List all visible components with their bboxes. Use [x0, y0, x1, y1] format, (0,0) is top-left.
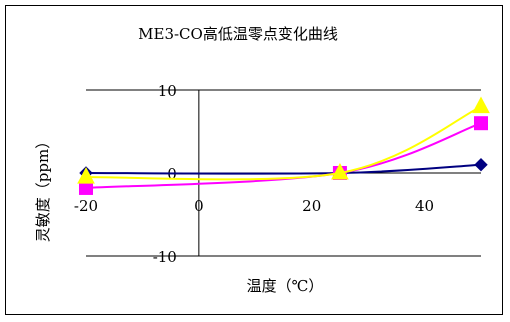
data-point-square	[474, 116, 488, 131]
gridlines	[86, 89, 481, 257]
series-group	[77, 96, 490, 195]
x-tick-label: 20	[302, 197, 321, 215]
data-point-diamond	[474, 157, 488, 172]
x-axis-label: 温度（℃）	[247, 277, 324, 295]
y-axis-label: 灵敏度（ppm）	[34, 134, 52, 242]
x-tick-label: 0	[194, 197, 204, 215]
data-point-triangle	[472, 96, 490, 114]
series-triangle	[77, 96, 490, 184]
chart-title: ME3-CO高低温零点变化曲线	[138, 25, 338, 43]
data-point-triangle	[331, 162, 349, 180]
y-tick-label: -10	[153, 248, 177, 266]
series-square	[79, 116, 488, 195]
series-line-triangle	[85, 105, 482, 181]
data-point-triangle	[77, 167, 95, 184]
chart-frame: ME3-CO高低温零点变化曲线 -20 0 20 40 10 0 -10 温度（℃） 灵敏度…	[5, 5, 503, 315]
data-point-square	[79, 180, 93, 195]
x-tick-label: 40	[415, 197, 434, 215]
x-tick-label: -20	[74, 197, 98, 215]
series-diamond	[79, 157, 488, 180]
y-tick-label: 10	[158, 82, 177, 100]
series-line-diamond	[85, 163, 482, 175]
